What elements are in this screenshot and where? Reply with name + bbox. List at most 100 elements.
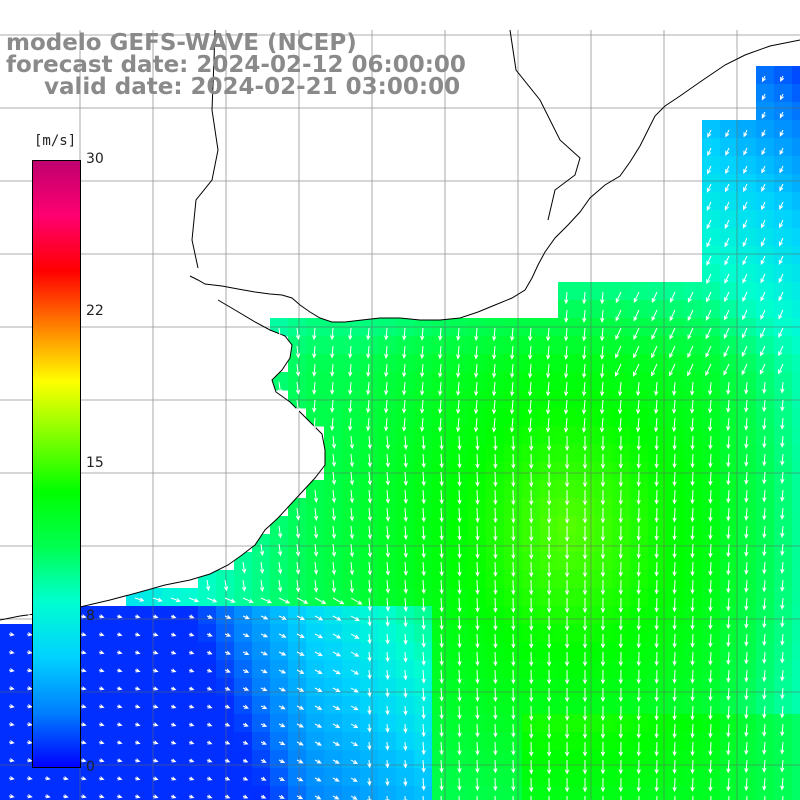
wind-speed-cell <box>648 732 667 751</box>
wind-arrow <box>367 795 372 800</box>
wind-speed-cell <box>450 534 469 553</box>
wind-arrow <box>366 417 371 432</box>
wind-speed-cell <box>774 714 793 733</box>
wind-speed-cell <box>648 660 667 679</box>
wind-arrow <box>80 758 87 763</box>
wind-arrow <box>726 687 731 701</box>
wind-arrow <box>780 759 785 773</box>
wind-arrow <box>636 651 641 667</box>
wind-speed-cell <box>612 750 631 769</box>
wind-speed-cell <box>630 516 649 535</box>
wind-arrow <box>582 616 588 631</box>
wind-arrow <box>8 668 15 673</box>
wind-arrow <box>26 650 33 655</box>
wind-arrow <box>511 777 516 792</box>
wind-arrow <box>493 597 498 613</box>
wind-arrow <box>564 471 570 488</box>
wind-arrow <box>581 399 587 415</box>
wind-speed-cell <box>396 642 415 661</box>
wind-speed-cell <box>576 462 595 481</box>
wind-speed-cell <box>234 714 253 733</box>
wind-arrow <box>439 507 444 523</box>
wind-arrow <box>582 742 588 757</box>
wind-speed-cell <box>720 210 739 229</box>
wind-speed-cell <box>378 480 397 499</box>
wind-arrow <box>188 722 195 727</box>
wind-speed-cell <box>324 552 343 571</box>
wind-arrow <box>564 489 570 506</box>
wind-speed-cell <box>738 264 757 283</box>
wind-arrow <box>421 525 426 541</box>
wind-speed-cell <box>324 570 343 589</box>
wind-arrow <box>600 435 606 451</box>
wind-speed-cell <box>612 786 631 800</box>
wind-arrow <box>564 687 570 703</box>
wind-speed-cell <box>792 228 800 247</box>
wind-arrow <box>602 795 604 800</box>
wind-arrow <box>780 435 785 448</box>
wind-speed-cell <box>666 282 685 301</box>
wind-arrow <box>116 632 123 637</box>
wind-speed-cell <box>360 696 379 715</box>
wind-speed-cell <box>234 642 253 661</box>
wind-arrow <box>744 399 749 413</box>
wind-arrow <box>708 669 713 684</box>
wind-speed-cell <box>324 408 343 427</box>
wind-arrow <box>332 723 341 728</box>
wind-arrow <box>26 794 33 799</box>
wind-arrow <box>762 579 767 593</box>
wind-arrow <box>511 651 516 667</box>
wind-arrow <box>385 633 390 645</box>
wind-arrow <box>385 597 390 612</box>
wind-speed-cell <box>522 534 541 553</box>
wind-arrow <box>510 381 515 397</box>
wind-speed-cell <box>432 570 451 589</box>
wind-speed-cell <box>342 696 361 715</box>
wind-arrow <box>26 740 33 745</box>
wind-arrow <box>350 741 359 747</box>
wind-speed-cell <box>684 534 703 553</box>
wind-speed-cell <box>306 606 325 625</box>
wind-arrow <box>206 668 213 673</box>
wind-speed-cell <box>702 642 721 661</box>
wind-arrow <box>439 687 444 702</box>
wind-arrow <box>692 795 694 800</box>
wind-arrow <box>615 291 622 304</box>
wind-arrow <box>348 363 353 377</box>
wind-arrow <box>599 399 605 415</box>
wind-arrow <box>654 525 659 541</box>
wind-arrow <box>188 776 195 781</box>
wind-speed-cell <box>630 498 649 517</box>
wind-speed-cell <box>450 516 469 535</box>
wind-speed-cell <box>576 426 595 445</box>
wind-arrow <box>439 615 444 631</box>
wind-arrow <box>385 561 390 576</box>
wind-speed-cell <box>198 660 217 679</box>
wind-arrow <box>762 435 767 449</box>
wind-arrow <box>278 759 286 764</box>
wind-speed-cell <box>0 642 19 661</box>
colorbar-tick-30: 30 <box>86 151 104 167</box>
wind-arrow <box>780 93 784 101</box>
wind-speed-cell <box>522 336 541 355</box>
wind-speed-cell <box>684 390 703 409</box>
wind-speed-cell <box>396 768 415 787</box>
wind-arrow <box>563 417 569 433</box>
wind-arrow <box>654 615 659 631</box>
wind-arrow <box>242 758 249 763</box>
wind-speed-cell <box>0 696 19 715</box>
wind-speed-cell <box>324 750 343 769</box>
wind-arrow <box>708 687 713 702</box>
wind-arrow <box>690 687 695 702</box>
wind-speed-cell <box>720 426 739 445</box>
wind-speed-cell <box>774 588 793 607</box>
wind-arrow <box>726 597 731 612</box>
wind-speed-cell <box>324 786 343 800</box>
wind-arrow <box>475 633 480 649</box>
wind-arrow <box>706 237 712 248</box>
wind-speed-cell <box>756 534 775 553</box>
wind-arrow <box>492 381 497 397</box>
wind-speed-cell <box>522 570 541 589</box>
wind-speed-cell <box>288 534 307 553</box>
wind-speed-cell <box>234 624 253 643</box>
